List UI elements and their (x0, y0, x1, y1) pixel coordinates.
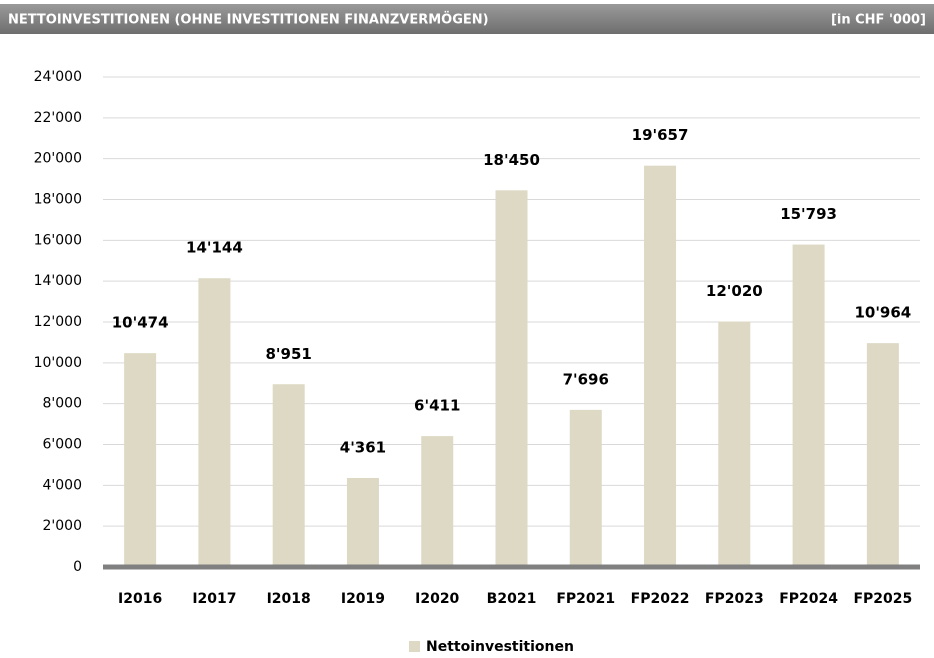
value-label: 10'474 (112, 314, 169, 332)
bar (124, 353, 157, 567)
x-tick-label: FP2025 (853, 591, 912, 607)
y-tick-label: 8'000 (43, 396, 82, 412)
legend-label: Nettoinvestitionen (426, 639, 574, 655)
y-tick-label: 18'000 (34, 192, 82, 208)
y-tick-label: 24'000 (34, 69, 82, 85)
y-tick-label: 22'000 (34, 110, 82, 126)
value-label: 4'361 (340, 438, 386, 456)
bar (792, 244, 825, 568)
bar (866, 343, 899, 567)
unit-label: [in CHF '000] (831, 13, 926, 28)
bar (272, 384, 305, 567)
value-label: 6'411 (414, 397, 460, 415)
y-tick-label: 6'000 (43, 437, 82, 453)
value-label: 19'657 (632, 126, 689, 144)
value-label: 10'964 (854, 304, 911, 322)
x-tick-label: FP2022 (631, 591, 690, 607)
y-tick-label: 2'000 (43, 518, 82, 534)
x-tick-label: FP2024 (779, 591, 838, 607)
x-tick-label: B2021 (487, 591, 537, 607)
y-tick-label: 14'000 (34, 273, 82, 289)
x-tick-label: I2019 (341, 591, 385, 607)
value-label: 12'020 (706, 282, 763, 300)
y-tick-label: 0 (73, 559, 82, 575)
bar (718, 321, 751, 567)
value-label: 8'951 (266, 345, 312, 363)
y-tick-label: 20'000 (34, 151, 82, 167)
y-tick-label: 10'000 (34, 355, 82, 371)
value-label: 15'793 (780, 205, 837, 223)
chart-title: NETTOINVESTITIONEN (OHNE INVESTITIONEN F… (8, 12, 489, 28)
y-tick-label: 12'000 (34, 314, 82, 330)
x-tick-label: I2020 (415, 591, 459, 607)
bar (346, 477, 379, 567)
value-label: 18'450 (483, 151, 540, 169)
value-label: 7'696 (563, 370, 609, 388)
x-tick-label: FP2023 (705, 591, 764, 607)
y-tick-label: 16'000 (34, 232, 82, 248)
bar (198, 278, 231, 567)
bar (495, 190, 528, 567)
bar (644, 165, 677, 567)
value-label: 14'144 (186, 239, 243, 257)
x-tick-label: I2018 (267, 591, 311, 607)
header-bar (0, 4, 934, 34)
bar (421, 436, 454, 567)
x-tick-label: I2017 (192, 591, 236, 607)
legend-swatch (409, 641, 420, 652)
bar (569, 409, 602, 567)
y-tick-label: 4'000 (43, 477, 82, 493)
x-tick-label: FP2021 (556, 591, 615, 607)
x-tick-label: I2016 (118, 591, 162, 607)
